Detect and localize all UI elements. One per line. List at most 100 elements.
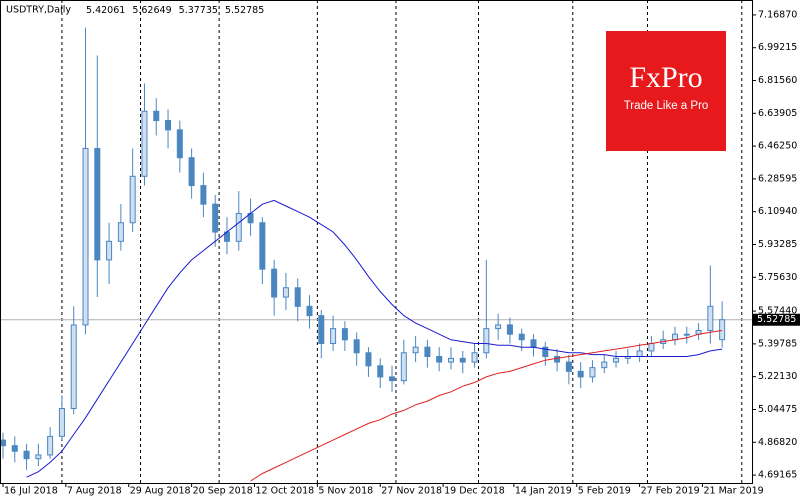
y-tick-label: 6.63905 bbox=[758, 108, 797, 119]
candle-body bbox=[648, 342, 655, 352]
candle-body bbox=[495, 324, 502, 330]
candle-body bbox=[70, 324, 77, 410]
candle-body bbox=[23, 450, 30, 460]
candle-body bbox=[565, 361, 572, 372]
logo-box bbox=[606, 31, 726, 151]
y-tick-label: 6.46250 bbox=[758, 141, 797, 152]
x-tick-label: 21 Mar 2019 bbox=[703, 486, 763, 497]
candle-body bbox=[235, 212, 242, 242]
candle-body bbox=[377, 365, 384, 378]
y-tick-label: 5.04475 bbox=[758, 404, 797, 415]
candle-body bbox=[188, 157, 195, 187]
chart-title: USDTRY,Daily bbox=[6, 5, 71, 16]
plot bbox=[0, 27, 726, 482]
x-tick-label: 12 Oct 2018 bbox=[255, 486, 314, 497]
y-tick-label: 5.75630 bbox=[758, 272, 797, 283]
candle-body bbox=[11, 445, 18, 452]
x-tick-label: 19 Dec 2018 bbox=[444, 486, 505, 497]
candle-body bbox=[212, 203, 219, 233]
candle-body bbox=[719, 319, 726, 341]
header-close: 5.52785 bbox=[225, 5, 264, 16]
candle-body bbox=[318, 315, 325, 344]
candle-body bbox=[200, 185, 207, 205]
y-tick-label: 6.81560 bbox=[758, 75, 797, 86]
price-label: 5.52785 bbox=[757, 314, 796, 325]
logo-tagline: Trade Like a Pro bbox=[624, 100, 709, 112]
candle-body bbox=[506, 324, 513, 335]
candle-body bbox=[341, 328, 348, 341]
candle-body bbox=[436, 355, 443, 363]
candle-body bbox=[518, 333, 525, 341]
candle-body bbox=[47, 435, 54, 456]
logo-brand: FxPro bbox=[629, 61, 702, 94]
candle-body bbox=[282, 287, 289, 298]
header-open: 5.42061 bbox=[86, 5, 125, 16]
candle-body bbox=[141, 110, 148, 177]
x-tick-label: 5 Feb 2019 bbox=[578, 486, 631, 497]
candle-body bbox=[165, 120, 172, 131]
candle-body bbox=[129, 175, 136, 224]
x-tick-label: 20 Sep 2018 bbox=[193, 486, 253, 497]
y-tick-label: 6.28595 bbox=[758, 173, 797, 184]
x-tick-label: 14 Jan 2019 bbox=[515, 486, 572, 497]
candle-body bbox=[683, 333, 690, 336]
y-tick-label: 5.57440 bbox=[758, 306, 797, 317]
x-tick-label: 27 Feb 2019 bbox=[641, 486, 700, 497]
candle-body bbox=[353, 339, 360, 354]
candle-body bbox=[0, 439, 6, 447]
candle-body bbox=[601, 361, 608, 369]
candle-body bbox=[636, 350, 643, 357]
moving-average bbox=[250, 330, 723, 482]
moving-average bbox=[26, 199, 723, 478]
ohlc-header: 5.42061 5.62649 5.37735 5.52785 bbox=[86, 5, 264, 16]
y-tick-label: 4.69165 bbox=[758, 470, 797, 481]
y-tick-label: 7.16870 bbox=[758, 9, 797, 20]
candle-body bbox=[153, 110, 160, 122]
y-tick-label: 5.39785 bbox=[758, 338, 797, 349]
candle-body bbox=[554, 355, 561, 363]
header-high: 5.62649 bbox=[132, 5, 171, 16]
candle-body bbox=[707, 305, 714, 331]
candle-body bbox=[542, 346, 549, 357]
candle-body bbox=[117, 222, 124, 242]
candle-body bbox=[365, 352, 372, 367]
candle-body bbox=[577, 370, 584, 378]
candle-body bbox=[412, 346, 419, 354]
plot-frame bbox=[0, 0, 753, 484]
candle-body bbox=[671, 333, 678, 341]
candle-body bbox=[613, 357, 620, 363]
y-tick-label: 5.22130 bbox=[758, 371, 797, 382]
y-tick-label: 5.93285 bbox=[758, 239, 797, 250]
candle-body bbox=[94, 147, 101, 261]
candle-body bbox=[294, 287, 301, 307]
candle-body bbox=[58, 408, 65, 437]
candle-body bbox=[306, 305, 313, 317]
y-tick-label: 4.86820 bbox=[758, 437, 797, 448]
candle-body bbox=[35, 454, 42, 460]
candle-body bbox=[424, 346, 431, 357]
candle-body bbox=[400, 352, 407, 382]
candle-body bbox=[271, 268, 278, 298]
candle-body bbox=[447, 357, 454, 363]
x-tick-label: 5 Nov 2018 bbox=[318, 486, 373, 497]
logo: FxPro Trade Like a Pro bbox=[606, 31, 726, 151]
candle-body bbox=[176, 129, 183, 159]
candle-body bbox=[82, 147, 89, 326]
y-tick-label: 6.99215 bbox=[758, 42, 797, 53]
candle-body bbox=[483, 328, 490, 354]
price-label-box bbox=[752, 313, 800, 326]
x-tick-label: 27 Nov 2018 bbox=[381, 486, 442, 497]
candle-body bbox=[459, 357, 466, 363]
candle-body bbox=[389, 376, 396, 382]
x-tick-label: 29 Aug 2018 bbox=[130, 486, 191, 497]
y-tick-label: 6.10940 bbox=[758, 206, 797, 217]
candle-body bbox=[330, 328, 337, 344]
candle-body bbox=[589, 367, 596, 378]
x-tick-label: 16 Jul 2018 bbox=[4, 486, 58, 497]
x-tick-label: 7 Aug 2018 bbox=[67, 486, 122, 497]
candle-body bbox=[530, 339, 537, 348]
header-low: 5.37735 bbox=[179, 5, 218, 16]
candle-body bbox=[471, 352, 478, 363]
